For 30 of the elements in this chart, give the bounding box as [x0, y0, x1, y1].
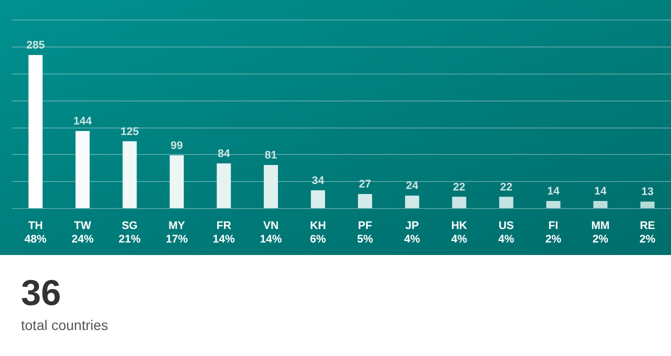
- x-tick-label: PF 5%: [357, 220, 374, 246]
- data-label: 13: [641, 186, 654, 198]
- data-label: 14: [594, 186, 608, 198]
- data-label: 125: [120, 126, 139, 138]
- x-tick-label: RE 2%: [640, 220, 656, 246]
- x-tick-label: JP 4%: [404, 220, 420, 246]
- data-label: 81: [264, 149, 278, 162]
- data-label: 84: [218, 148, 231, 160]
- data-label: 22: [453, 181, 466, 194]
- x-tick-label: HK 4%: [451, 220, 468, 246]
- x-tick-label: VN 14%: [260, 220, 282, 246]
- x-tick-label: MM 2%: [591, 220, 610, 246]
- data-label: 34: [312, 174, 325, 187]
- data-label: 27: [358, 178, 372, 191]
- x-tick-label: SG 21%: [118, 220, 141, 246]
- x-tick-label: US 4%: [498, 220, 514, 246]
- x-tick-label: TW 24%: [72, 220, 94, 246]
- data-label: 285: [26, 40, 45, 52]
- text: 36: [21, 272, 62, 313]
- text: total countries: [21, 317, 110, 333]
- x-tick-label: TH 48%: [24, 220, 47, 246]
- x-tick-label: FR 14%: [212, 220, 236, 246]
- x-tick-label: KH 6%: [310, 220, 326, 246]
- data-label: 24: [406, 180, 420, 192]
- data-label: 14: [547, 186, 560, 198]
- x-tick-label: FI 2%: [545, 220, 562, 246]
- data-label: 22: [500, 181, 512, 194]
- data-label: 144: [73, 116, 93, 128]
- x-tick-label: MY 17%: [166, 220, 188, 246]
- data-label: 99: [170, 140, 183, 152]
